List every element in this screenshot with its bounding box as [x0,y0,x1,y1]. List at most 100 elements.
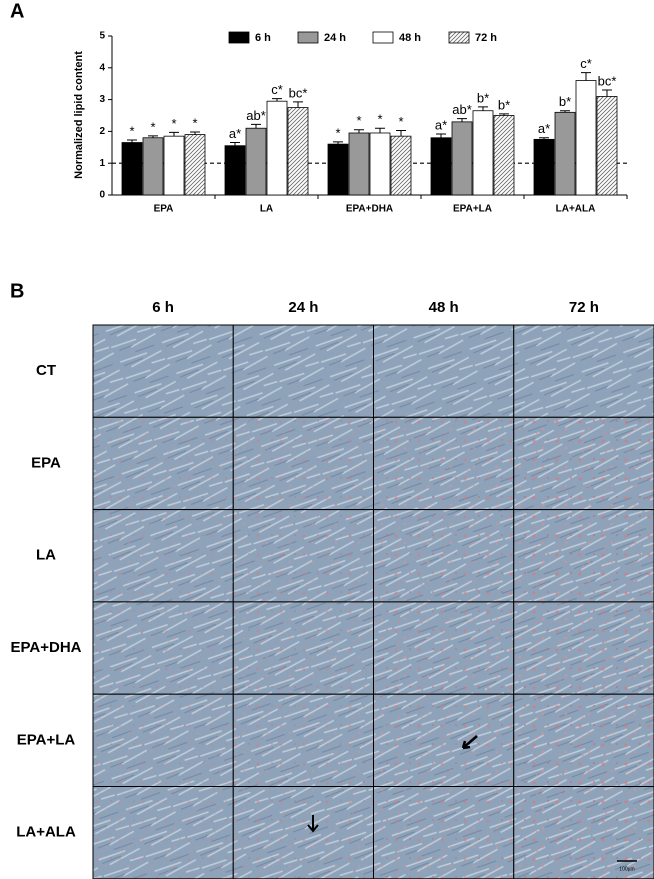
significance-label: b* [498,97,510,112]
x-tick-label: LA+ALA [556,204,596,215]
y-tick-label: 0 [99,190,105,201]
significance-label: ab* [246,108,266,123]
significance-label: ab* [452,102,472,117]
bar [184,134,206,196]
lipid-stain [513,786,654,879]
error-bar [251,123,261,129]
bar [348,132,370,196]
error-bar [436,133,446,138]
error-bar [457,118,467,122]
error-bar [169,131,179,137]
legend-label: 6 h [255,32,271,44]
bar [554,111,576,196]
significance-label: bc* [598,73,617,88]
bar [163,135,185,196]
column-header: 24 h [288,299,318,316]
bar [327,143,349,196]
y-tick-label: 2 [99,126,105,137]
column-header: 48 h [429,299,459,316]
significance-label: * [171,116,176,131]
column-header: 6 h [152,299,174,316]
bar [472,110,494,196]
error-bar [539,137,549,140]
bar [369,132,391,196]
significance-label: b* [477,90,489,105]
bar [245,127,267,196]
error-bar [602,89,612,97]
significance-label: c* [580,56,592,71]
bar [142,137,164,196]
significance-label: * [335,125,340,140]
lipid-stain [373,601,514,695]
significance-label: c* [271,82,283,97]
bar [596,96,618,196]
lipid-stain [373,694,514,787]
scale-bar-label: 100µm [619,866,634,872]
significance-label: * [398,114,403,129]
y-tick-label: 3 [99,94,105,105]
legend-swatch [448,31,470,44]
error-bar [293,101,303,108]
error-bar [478,106,488,111]
row-label: EPA+LA [17,731,76,748]
lipid-stain [233,694,374,787]
error-bar [499,113,509,116]
y-tick-label: 1 [99,158,105,169]
micrograph [513,325,654,418]
lipid-stain [513,601,654,695]
bar [430,137,452,196]
lipid-stain [233,509,374,602]
significance-label: a* [538,121,550,136]
y-tick-label: 4 [99,62,105,73]
bar [390,135,412,196]
lipid-stain [373,509,514,602]
significance-label: * [129,123,134,138]
x-tick-label: EPA [154,204,174,215]
arrow [307,815,319,833]
bar [533,138,555,196]
row-label: CT [36,362,56,379]
lipid-stain [93,601,234,695]
significance-label: * [192,115,197,130]
error-bar [396,129,406,137]
significance-label: a* [229,126,241,141]
y-tick-label: 5 [99,31,105,42]
micrograph [233,325,374,418]
bar [575,80,597,196]
legend-label: 24 h [324,32,346,44]
lipid-stain [373,417,514,510]
bar [266,100,288,196]
x-tick-label: EPA+LA [453,204,492,215]
bar [121,142,143,196]
significance-label: * [377,112,382,127]
row-label: EPA [31,454,61,471]
bar [493,115,515,196]
error-bar [272,98,282,102]
lipid-stain [513,509,654,602]
micrograph [373,325,514,418]
legend-label: 48 h [399,32,421,44]
row-label: LA [36,547,56,564]
x-tick-label: EPA+DHA [346,204,393,215]
panel-label: B [10,280,24,302]
lipid-stain [233,417,374,510]
error-bar [581,72,591,81]
panel-label: A [10,0,24,22]
lipid-stain [93,417,234,510]
bar [287,107,309,196]
significance-label: * [356,113,361,128]
error-bar [375,127,385,133]
lipid-stain [93,786,234,879]
lipid-stain [513,694,654,787]
error-bar [230,142,240,146]
bar [451,121,473,196]
lipid-stain [373,786,514,879]
row-label: LA+ALA [16,824,76,841]
legend-swatch [372,31,394,44]
lipid-stain [513,417,654,510]
error-bar [190,131,200,135]
legend-swatch [297,31,319,44]
x-tick-label: LA [260,204,273,215]
row-label: EPA+DHA [11,639,82,656]
